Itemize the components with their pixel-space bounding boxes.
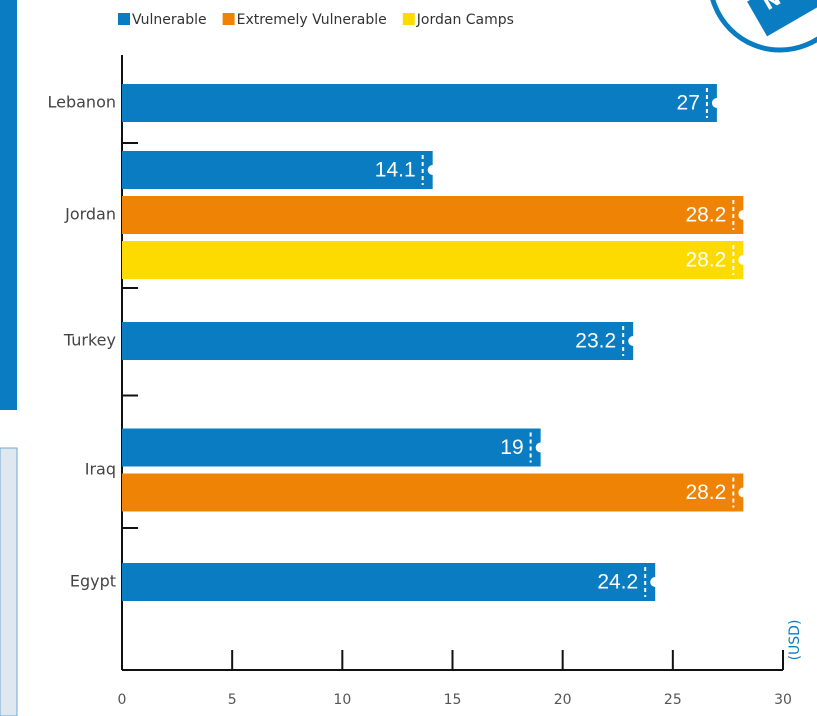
bar-notch <box>738 487 749 498</box>
bar-notch <box>650 577 661 587</box>
bar <box>122 322 634 360</box>
value-label: 28.2 <box>685 204 726 227</box>
bar <box>122 84 717 122</box>
bar-notch <box>738 210 749 220</box>
x-tick-label: 0 <box>118 692 127 708</box>
category-label: Turkey <box>63 331 116 350</box>
legend-label: Vulnerable <box>132 12 207 28</box>
bar <box>122 151 433 189</box>
bar <box>122 563 656 601</box>
x-tick-label: 30 <box>774 692 792 708</box>
x-tick-label: 20 <box>554 692 572 708</box>
x-tick-label: 5 <box>228 692 237 708</box>
legend-swatch <box>222 13 235 25</box>
bar <box>122 196 744 234</box>
value-label: 28.2 <box>685 481 726 504</box>
bar-notch <box>738 255 749 265</box>
value-label: 14.1 <box>375 159 416 182</box>
value-label: 28.2 <box>685 249 726 272</box>
category-label: Lebanon <box>47 93 116 112</box>
bar-notch <box>711 98 722 108</box>
badge-ribbon <box>747 0 817 37</box>
bar <box>122 473 744 512</box>
side-strip <box>0 0 17 410</box>
legend-label: Extremely Vulnerable <box>237 12 387 28</box>
x-axis-label: (USD) <box>787 620 803 661</box>
category-label: Egypt <box>70 572 116 591</box>
bar-notch <box>427 165 438 175</box>
bar <box>122 241 744 279</box>
bar <box>122 428 541 467</box>
legend-swatch <box>118 13 130 25</box>
category-label: Jordan <box>64 205 116 224</box>
bar-notch <box>535 442 546 453</box>
value-label: 23.2 <box>575 330 616 353</box>
value-label: 19 <box>500 436 523 459</box>
bar-notch <box>628 336 639 346</box>
value-label: 27 <box>677 92 700 115</box>
x-tick-label: 25 <box>664 692 682 708</box>
map-fragment <box>0 447 18 716</box>
value-label: 24.2 <box>597 571 638 594</box>
x-tick-label: 10 <box>333 692 351 708</box>
legend-swatch <box>402 13 415 25</box>
x-tick-label: 15 <box>444 692 462 708</box>
category-label: Iraq <box>85 460 116 479</box>
legend-label: Jordan Camps <box>416 12 514 28</box>
